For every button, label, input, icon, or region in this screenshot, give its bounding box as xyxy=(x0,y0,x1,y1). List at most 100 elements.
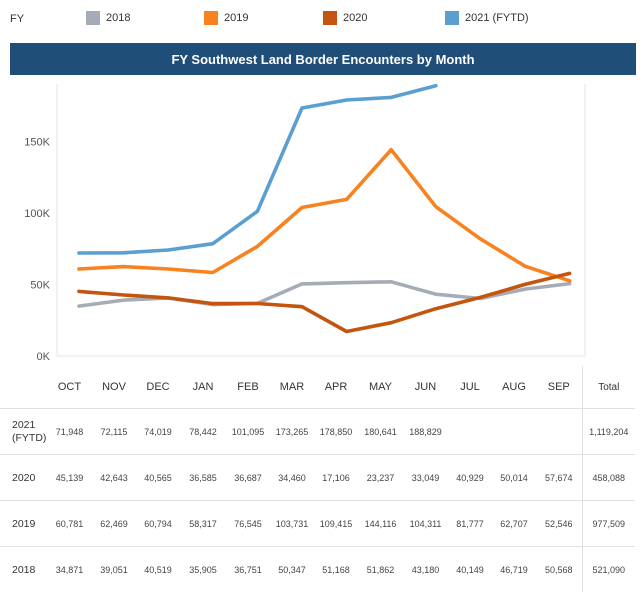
data-point xyxy=(300,106,303,109)
table-cell xyxy=(492,409,536,455)
table-cell: 42,643 xyxy=(92,455,136,501)
data-point xyxy=(256,210,259,213)
month-header: JUN xyxy=(403,366,448,409)
data-point xyxy=(390,148,393,151)
table-cell: 50,568 xyxy=(536,547,582,592)
table-cell: 58,317 xyxy=(180,501,226,547)
table-cell: 50,014 xyxy=(492,455,536,501)
legend-item-2019[interactable]: 2019 xyxy=(204,10,248,26)
row-label: 2019 xyxy=(0,501,47,547)
data-table: OCT NOV DEC JAN FEB MAR APR MAY JUN JUL … xyxy=(0,366,635,592)
data-point xyxy=(523,283,526,286)
table-cell: 57,674 xyxy=(536,455,582,501)
month-header: JUL xyxy=(448,366,492,409)
month-header: FEB xyxy=(226,366,270,409)
data-point xyxy=(390,321,393,324)
data-point xyxy=(390,96,393,99)
data-point xyxy=(345,330,348,333)
table-cell: 78,442 xyxy=(180,409,226,455)
table-cell: 45,139 xyxy=(47,455,92,501)
table-cell: 33,049 xyxy=(403,455,448,501)
data-point xyxy=(211,271,214,274)
data-point xyxy=(434,84,437,87)
table-cell xyxy=(448,409,492,455)
total-header: Total xyxy=(582,366,635,409)
table-cell: 144,116 xyxy=(358,501,403,547)
table-cell: 39,051 xyxy=(92,547,136,592)
table-cell: 188,829 xyxy=(403,409,448,455)
table-cell xyxy=(536,409,582,455)
table-cell: 40,929 xyxy=(448,455,492,501)
legend-swatch-2020 xyxy=(323,11,337,25)
legend-text-2020: 2020 xyxy=(343,12,367,24)
legend-text-2018: 2018 xyxy=(106,12,130,24)
table-cell: 101,095 xyxy=(226,409,270,455)
legend-swatch-2021 xyxy=(445,11,459,25)
table-corner xyxy=(0,366,47,409)
legend-swatch-2018 xyxy=(86,11,100,25)
data-point xyxy=(479,237,482,240)
table-cell: 17,106 xyxy=(314,455,358,501)
data-point xyxy=(211,242,214,245)
row-total: 1,119,204 xyxy=(582,409,635,455)
month-header: DEC xyxy=(136,366,180,409)
table-cell: 76,545 xyxy=(226,501,270,547)
data-point xyxy=(345,281,348,284)
data-point xyxy=(256,302,259,305)
data-point xyxy=(122,265,125,268)
table-cell: 43,180 xyxy=(403,547,448,592)
table-header-row: OCT NOV DEC JAN FEB MAR APR MAY JUN JUL … xyxy=(0,366,635,409)
data-point xyxy=(300,206,303,209)
table-cell: 62,707 xyxy=(492,501,536,547)
data-point xyxy=(77,304,80,307)
table-cell: 104,311 xyxy=(403,501,448,547)
legend-label: FY xyxy=(10,13,24,25)
table-cell: 40,149 xyxy=(448,547,492,592)
table-cell: 71,948 xyxy=(47,409,92,455)
table-cell: 50,347 xyxy=(270,547,314,592)
table-cell: 178,850 xyxy=(314,409,358,455)
data-point xyxy=(390,280,393,283)
data-point xyxy=(122,251,125,254)
data-point xyxy=(523,265,526,268)
month-header: SEP xyxy=(536,366,582,409)
table-cell: 46,719 xyxy=(492,547,536,592)
chart-title: FY Southwest Land Border Encounters by M… xyxy=(10,43,636,75)
data-point xyxy=(122,298,125,301)
row-label: 2020 xyxy=(0,455,47,501)
legend-item-2018[interactable]: 2018 xyxy=(86,10,130,26)
row-label: 2021(FYTD) xyxy=(0,409,47,455)
legend-item-2021[interactable]: 2021 (FYTD) xyxy=(445,10,529,26)
table-cell: 34,871 xyxy=(47,547,92,592)
legend-text-2021: 2021 (FYTD) xyxy=(465,12,529,24)
series-line-2021-fytd xyxy=(79,86,436,253)
month-header: MAY xyxy=(358,366,403,409)
legend-item-2020[interactable]: 2020 xyxy=(323,10,367,26)
data-point xyxy=(300,282,303,285)
table-cell: 62,469 xyxy=(92,501,136,547)
row-total: 521,090 xyxy=(582,547,635,592)
data-point xyxy=(167,267,170,270)
table-cell: 52,546 xyxy=(536,501,582,547)
data-point xyxy=(479,296,482,299)
table-cell: 40,565 xyxy=(136,455,180,501)
table-cell: 36,751 xyxy=(226,547,270,592)
data-point xyxy=(167,248,170,251)
table-cell: 81,777 xyxy=(448,501,492,547)
table-cell: 60,794 xyxy=(136,501,180,547)
table-cell: 60,781 xyxy=(47,501,92,547)
row-total: 458,088 xyxy=(582,455,635,501)
table-cell: 72,115 xyxy=(92,409,136,455)
data-point xyxy=(300,305,303,308)
table-cell: 23,237 xyxy=(358,455,403,501)
series-line-2019 xyxy=(79,150,570,281)
data-point xyxy=(434,205,437,208)
table-cell: 34,460 xyxy=(270,455,314,501)
table-cell: 36,585 xyxy=(180,455,226,501)
y-tick-label: 50K xyxy=(30,279,50,291)
table-cell: 74,019 xyxy=(136,409,180,455)
